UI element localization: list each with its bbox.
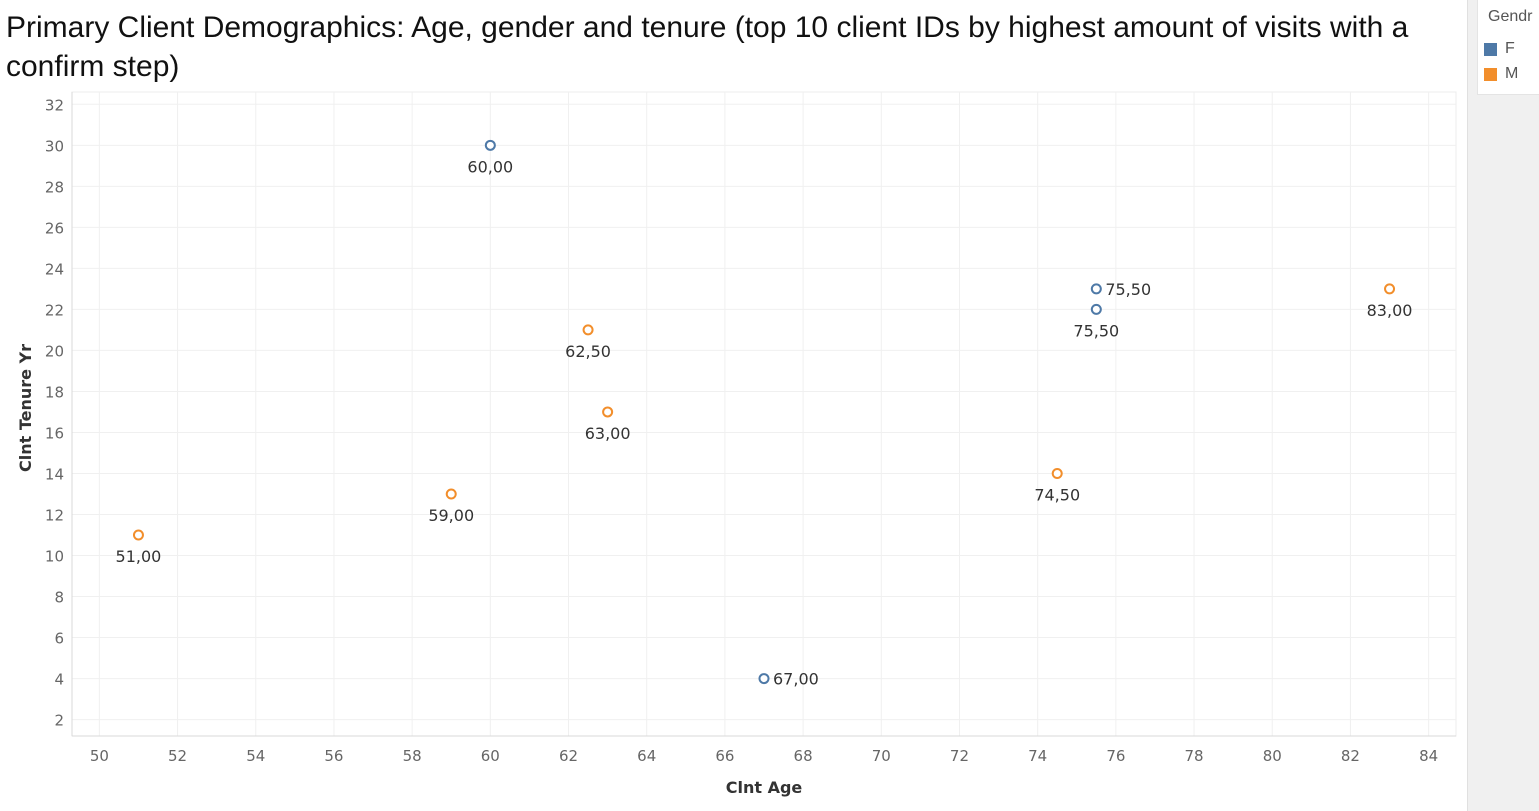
legend-label-f: F [1505,40,1515,57]
y-tick-label: 22 [45,301,64,319]
y-tick-label: 32 [45,96,64,114]
data-label: 62,50 [565,342,611,361]
x-tick-label: 70 [872,747,891,765]
x-tick-label: 72 [950,747,969,765]
x-tick-label: 74 [1028,747,1047,765]
data-label: 60,00 [467,157,513,176]
legend-side-panel [1467,0,1539,811]
data-point-f [758,673,770,685]
data-label: 67,00 [773,670,819,689]
x-tick-label: 52 [168,747,187,765]
y-tick-label: 28 [45,178,64,196]
x-tick-label: 58 [403,747,422,765]
y-tick-label: 10 [45,548,64,566]
y-tick-label: 24 [45,260,64,278]
x-tick-label: 50 [90,747,109,765]
x-tick-label: 54 [246,747,265,765]
x-tick-label: 82 [1341,747,1360,765]
data-label: 63,00 [585,424,631,443]
data-point-f [484,139,496,151]
x-tick-label: 76 [1106,747,1125,765]
y-tick-label: 8 [54,589,64,607]
x-tick-label: 60 [481,747,500,765]
plot-area [71,91,1457,737]
x-axis-title: Clnt Age [726,778,803,797]
data-point-m [445,488,457,500]
legend: Gendr F M [1477,0,1539,95]
y-tick-label: 26 [45,219,64,237]
y-tick-label: 18 [45,383,64,401]
y-tick-label: 30 [45,137,64,155]
x-tick-label: 64 [637,747,656,765]
data-label: 75,50 [1073,321,1119,340]
x-tick-label: 84 [1419,747,1438,765]
legend-label-m: M [1505,65,1519,82]
y-tick-label: 20 [45,342,64,360]
data-point-m [132,529,144,541]
x-tick-label: 68 [794,747,813,765]
data-point-f [1090,303,1102,315]
x-tick-label: 80 [1263,747,1282,765]
data-label: 59,00 [428,506,474,525]
data-label: 51,00 [116,547,162,566]
chart-title: Primary Client Demographics: Age, gender… [6,11,1409,83]
x-tick-label: 62 [559,747,578,765]
data-label: 75,50 [1105,280,1151,299]
x-tick-label: 66 [715,747,734,765]
y-tick-label: 4 [54,671,64,689]
x-tick-label: 78 [1185,747,1204,765]
y-tick-label: 2 [54,712,64,730]
data-point-m [1051,467,1063,479]
legend-title: Gendr [1488,8,1533,25]
y-tick-label: 14 [45,465,64,483]
scatter-plot: 50 52 54 56 58 60 62 64 66 68 70 72 74 76 78 80 82 842468… [16,91,1457,797]
x-tick-label: 56 [324,747,343,765]
data-label: 83,00 [1367,301,1413,320]
data-point-m [602,406,614,418]
y-tick-label: 12 [45,506,64,524]
y-tick-label: 16 [45,424,64,442]
legend-swatch-m [1484,68,1497,81]
data-point-f [1090,283,1102,295]
legend-swatch-f [1484,43,1497,56]
data-point-m [582,324,594,336]
y-axis-title: Clnt Tenure Yr [16,344,35,472]
data-point-m [1384,283,1396,295]
y-tick-label: 6 [54,630,64,648]
data-label: 74,50 [1034,485,1080,504]
